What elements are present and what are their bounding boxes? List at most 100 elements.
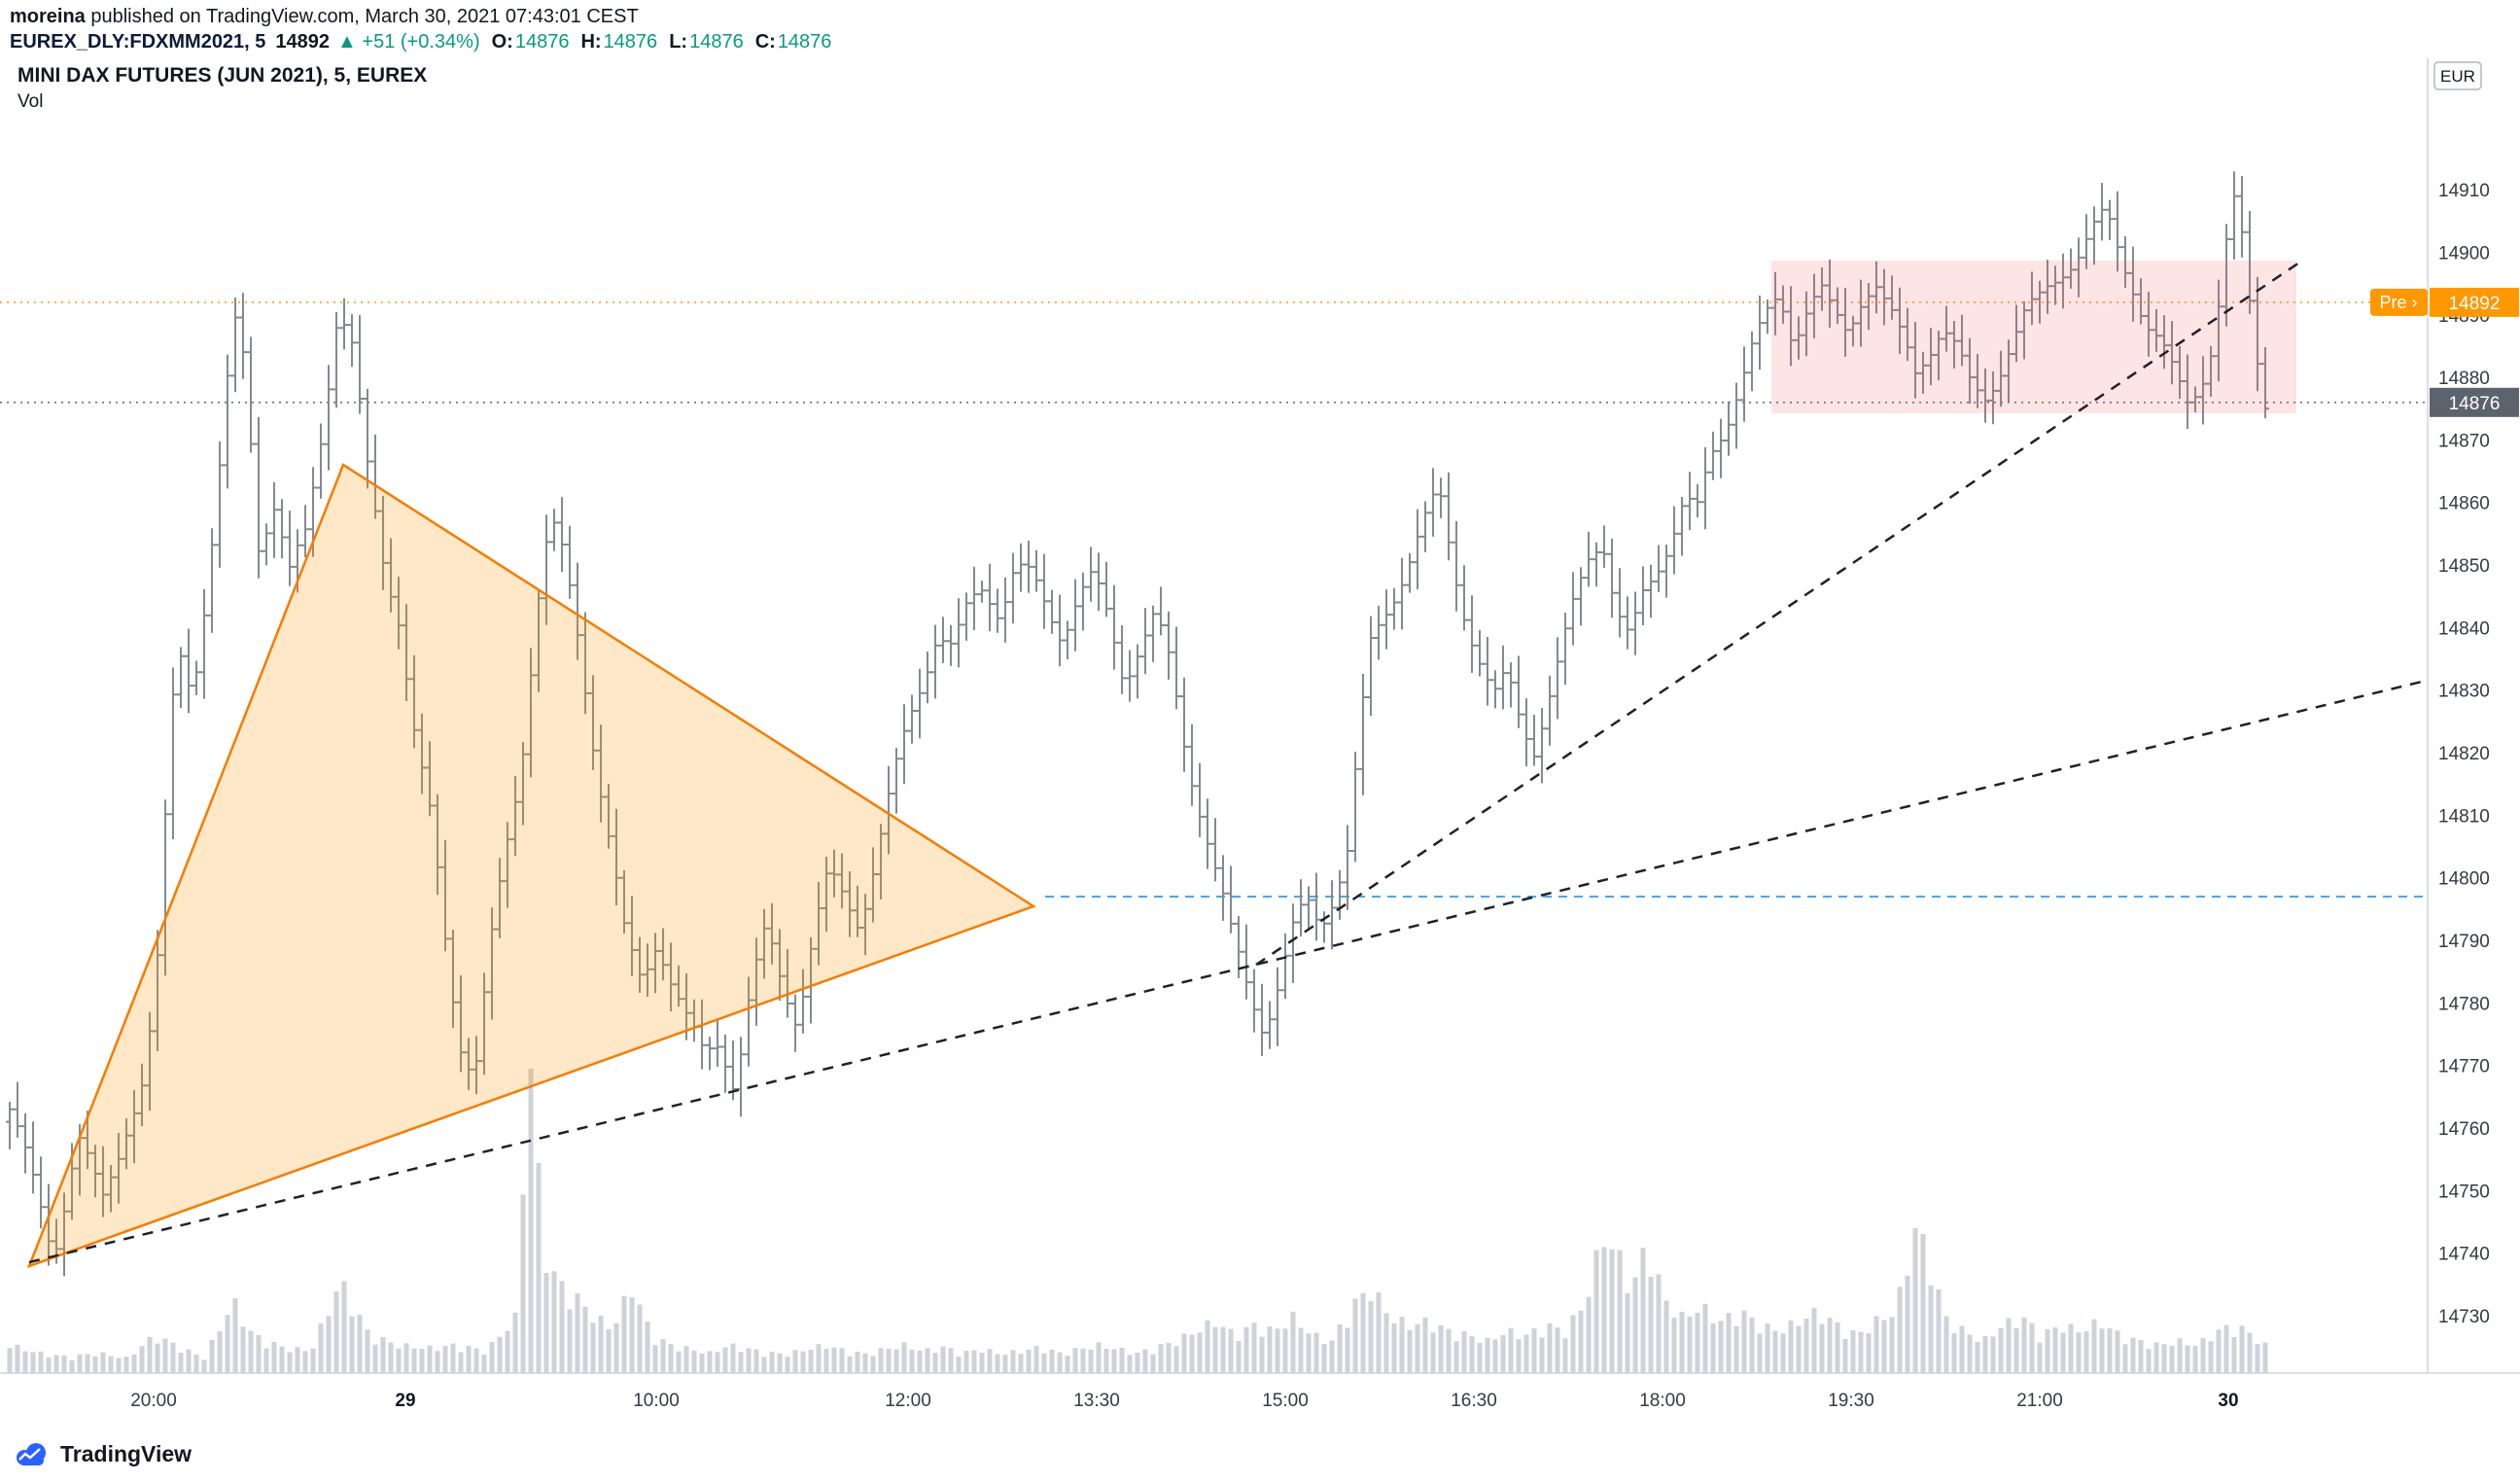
volume-bar	[979, 1353, 985, 1373]
volume-bar	[1718, 1321, 1724, 1373]
trendline-1[interactable]	[28, 679, 2427, 1264]
ohlc-bar	[597, 724, 605, 823]
ohlc-bar	[1110, 584, 1118, 670]
volume-bar	[2161, 1344, 2167, 1373]
volume-bar	[1065, 1356, 1070, 1373]
triangle-drawing[interactable]	[26, 463, 1036, 1269]
ohlc-bar	[535, 589, 542, 692]
volume-bar	[1656, 1274, 1662, 1373]
ohlc-bar	[799, 969, 807, 1034]
ohlc-bar	[1118, 625, 1126, 694]
time-axis-label: 13:30	[1073, 1391, 1120, 1411]
volume-bar	[287, 1352, 293, 1373]
volume-bar	[847, 1356, 853, 1373]
volume-bar	[932, 1353, 938, 1373]
ohlc-bar	[1740, 346, 1748, 422]
volume-bar	[520, 1194, 526, 1373]
ohlc-bar	[1071, 579, 1079, 652]
price-axis-label: 14760	[2438, 1119, 2490, 1140]
ohlc-bar	[822, 857, 830, 932]
ohlc-bar	[947, 624, 955, 666]
volume-bar	[232, 1297, 238, 1373]
ohlc-bar	[877, 824, 885, 900]
ohlc-bar	[2238, 176, 2246, 258]
ohlc-bar	[1188, 723, 1196, 806]
volume-bar	[201, 1359, 207, 1373]
ohlc-bar	[1079, 572, 1087, 631]
volume-bar	[92, 1356, 98, 1373]
footer-brand[interactable]: TradingView	[12, 1439, 192, 1468]
ohlc-bar	[846, 871, 854, 937]
volume-bar	[1632, 1277, 1638, 1373]
volume-bar	[1803, 1319, 1809, 1373]
volume-bar	[1259, 1336, 1265, 1373]
volume-bar	[1609, 1249, 1615, 1373]
ohlc-bar	[1756, 295, 1764, 370]
volume-bar	[512, 1312, 518, 1373]
ohlc-bar	[1211, 818, 1219, 882]
volume-bar	[1282, 1328, 1288, 1373]
ohlc-bar	[1476, 630, 1484, 677]
price-chart[interactable]: 1491014900148901488014870148601485014840…	[0, 58, 2520, 1431]
ohlc-bar	[1732, 382, 1740, 449]
trendline-2[interactable]	[1255, 259, 2303, 967]
ohlc-bar	[364, 388, 371, 489]
volume-bar	[1391, 1323, 1397, 1373]
ohlc-bar	[2121, 236, 2129, 288]
volume-bar	[481, 1354, 487, 1373]
volume-bar	[1119, 1347, 1125, 1373]
ohlc-bar	[1227, 865, 1235, 934]
ohlc-bar	[1017, 543, 1025, 592]
volume-bar	[186, 1349, 192, 1373]
volume-bar	[777, 1353, 783, 1373]
time-axis-label: 16:30	[1451, 1391, 1497, 1411]
ohlc-bar	[2184, 354, 2191, 429]
volume-bar	[1523, 1334, 1529, 1373]
volume-bar	[1142, 1349, 1148, 1373]
ohlc-bar	[776, 929, 784, 1002]
close-label: C:	[754, 31, 776, 53]
publish-info: published on TradingView.com, March 30, …	[85, 6, 639, 27]
volume-bar	[1500, 1335, 1506, 1373]
ohlc-bar	[1429, 468, 1437, 537]
ohlc-bar	[768, 902, 776, 965]
consolidation-box[interactable]	[1771, 261, 2296, 413]
ohlc-bar	[1406, 552, 1414, 593]
symbol-name[interactable]: EUREX_DLY:FDXMM2021, 5	[10, 31, 266, 53]
low-label: L:	[669, 31, 688, 53]
volume-bar	[310, 1348, 316, 1373]
ohlc-bar	[986, 563, 994, 632]
volume-bar	[1368, 1301, 1374, 1373]
volume-legend-label[interactable]: Vol	[18, 91, 43, 112]
ohlc-bar	[130, 1089, 138, 1164]
volume-bar	[925, 1348, 930, 1373]
currency-badge[interactable]	[2433, 61, 2482, 90]
ohlc-bar	[628, 896, 636, 976]
ohlc-bar	[200, 588, 208, 699]
volume-bar	[1889, 1317, 1895, 1373]
volume-bar	[2138, 1340, 2144, 1373]
volume-bar	[372, 1344, 378, 1373]
volume-bar	[2200, 1337, 2206, 1373]
ohlc-bar	[1484, 637, 1491, 706]
ohlc-bar	[1554, 637, 1561, 720]
ohlc-bar	[1056, 594, 1064, 667]
volume-bar	[2006, 1318, 2012, 1373]
ohlc-bar	[2090, 206, 2098, 265]
volume-bar	[2255, 1344, 2260, 1373]
ohlc-bar	[1522, 698, 1530, 767]
volume-bar	[365, 1329, 370, 1373]
ohlc-bar	[1826, 259, 1834, 328]
ohlc-bar	[1647, 564, 1655, 618]
volume-bar	[2239, 1325, 2245, 1373]
price-axis-label: 14770	[2438, 1057, 2490, 1077]
brand-name: TradingView	[60, 1440, 192, 1466]
volume-bar	[46, 1357, 52, 1373]
author-name[interactable]: moreina	[10, 6, 86, 27]
ohlc-bar	[1297, 879, 1305, 937]
ohlc-bar	[14, 1081, 21, 1138]
ohlc-bar	[2168, 321, 2176, 385]
ohlc-bar	[185, 628, 192, 714]
ohlc-bar	[1196, 762, 1204, 837]
volume-bar	[123, 1357, 129, 1373]
